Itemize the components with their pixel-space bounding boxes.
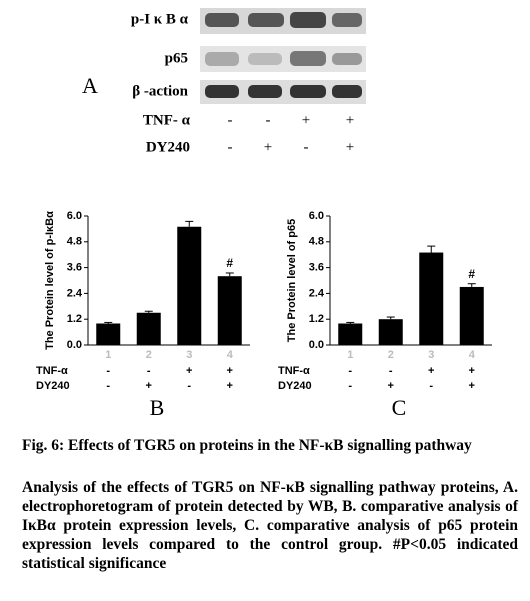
bar	[177, 226, 202, 345]
bar	[378, 319, 403, 345]
panel-letter: A	[82, 73, 98, 98]
treatment-label: DY240	[36, 380, 70, 392]
treatment-label: TNF- α	[143, 112, 191, 128]
treatment-sign: -	[348, 380, 352, 392]
treatment-sign: -	[389, 365, 393, 377]
panel-letter: C	[392, 395, 407, 420]
treatment-sign: -	[266, 112, 271, 128]
y-tick-label: 1.2	[309, 313, 324, 325]
x-tick-label: 2	[146, 349, 152, 361]
y-tick-label: 1.2	[67, 313, 82, 325]
treatment-sign: -	[106, 380, 110, 392]
treatment-sign: -	[147, 365, 151, 377]
y-tick-label: 4.8	[67, 236, 82, 248]
y-tick-label: 2.4	[67, 287, 83, 299]
treatment-sign: +	[227, 380, 233, 392]
treatment-sign: +	[428, 365, 434, 377]
y-axis-label: The Protein level of p-IκBα	[44, 211, 56, 350]
band-label: p-I κ B α	[131, 11, 189, 27]
treatment-sign: +	[186, 365, 192, 377]
x-tick-label: 1	[347, 349, 353, 361]
x-tick-label: 3	[186, 349, 192, 361]
bar	[96, 323, 121, 345]
treatment-sign: +	[346, 112, 354, 128]
panel-letter: B	[150, 395, 165, 420]
band-label: p65	[165, 50, 188, 66]
treatment-sign: +	[146, 380, 152, 392]
treatment-sign: -	[228, 139, 233, 155]
treatment-sign: -	[228, 112, 233, 128]
figure: Ap-I κ B α p65 β -action TNF- α - - + + DY240 - + -…	[36, 8, 492, 420]
treatment-sign: +	[469, 380, 475, 392]
treatment-label: TNF-α	[278, 365, 310, 377]
y-tick-label: 3.6	[309, 262, 324, 274]
treatment-sign: +	[227, 365, 233, 377]
y-tick-label: 0.0	[309, 339, 324, 351]
annotation: #	[468, 267, 475, 281]
x-tick-label: 3	[428, 349, 434, 361]
treatment-sign: -	[304, 139, 309, 155]
bar	[459, 286, 484, 345]
bar	[419, 252, 444, 345]
x-tick-label: 4	[469, 349, 476, 361]
blot-bands	[200, 8, 366, 104]
treatment-sign: +	[302, 112, 310, 128]
x-tick-label: 2	[388, 349, 394, 361]
y-tick-label: 0.0	[67, 339, 82, 351]
treatment-sign: -	[348, 365, 352, 377]
treatment-label: TNF-α	[36, 365, 68, 377]
treatment-label: DY240	[146, 139, 190, 155]
y-tick-label: 2.4	[309, 287, 325, 299]
caption-body: Analysis of the effects of TGR5 on NF-κB…	[22, 479, 518, 572]
treatment-label: DY240	[278, 380, 312, 392]
y-axis-label: The Protein level of p65	[286, 219, 298, 342]
treatment-sign: -	[106, 365, 110, 377]
treatment-sign: -	[429, 380, 433, 392]
x-tick-label: 4	[227, 349, 234, 361]
treatment-sign: -	[187, 380, 191, 392]
bar	[338, 323, 363, 345]
x-tick-label: 1	[105, 349, 111, 361]
treatment-sign: +	[388, 380, 394, 392]
y-tick-label: 6.0	[67, 210, 82, 222]
caption-title: Fig. 6: Effects of TGR5 on proteins in t…	[22, 437, 472, 454]
bar	[136, 312, 161, 345]
y-tick-label: 6.0	[309, 210, 324, 222]
band-label: β -action	[132, 83, 188, 99]
bar	[217, 276, 242, 345]
treatment-sign: +	[469, 365, 475, 377]
y-tick-label: 3.6	[67, 262, 82, 274]
y-tick-label: 4.8	[309, 236, 324, 248]
annotation: #	[226, 256, 233, 270]
treatment-sign: +	[264, 139, 272, 155]
treatment-sign: +	[346, 139, 354, 155]
